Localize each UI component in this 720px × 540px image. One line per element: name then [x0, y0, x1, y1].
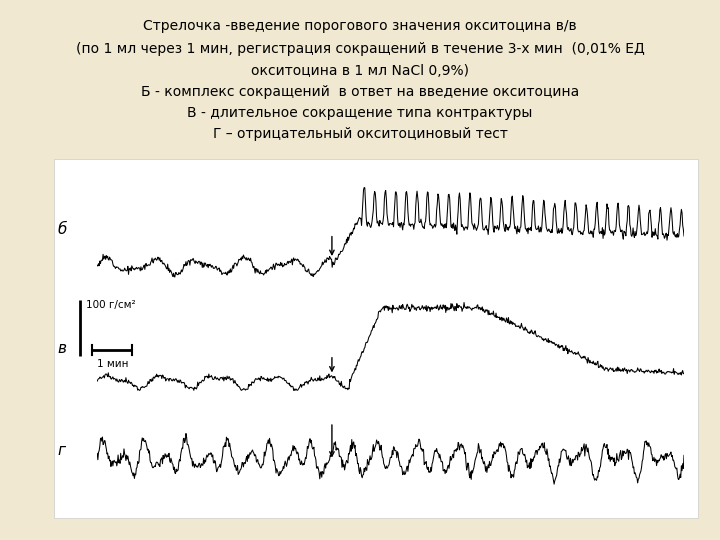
- Text: окситоцина в 1 мл NaCl 0,9%): окситоцина в 1 мл NaCl 0,9%): [251, 64, 469, 78]
- Text: 1 мин: 1 мин: [96, 359, 128, 369]
- Text: Г – отрицательный окситоциновый тест: Г – отрицательный окситоциновый тест: [212, 127, 508, 141]
- Text: В - длительное сокращение типа контрактуры: В - длительное сокращение типа контракту…: [187, 106, 533, 120]
- Text: (по 1 мл через 1 мин, регистрация сокращений в течение 3-х мин  (0,01% ЕД: (по 1 мл через 1 мин, регистрация сокращ…: [76, 42, 644, 56]
- Text: г: г: [58, 443, 66, 458]
- Text: Б - комплекс сокращений  в ответ на введение окситоцина: Б - комплекс сокращений в ответ на введе…: [141, 85, 579, 99]
- Text: в: в: [58, 341, 66, 356]
- Text: 100 г/см²: 100 г/см²: [86, 300, 136, 310]
- Text: Стрелочка -введение порогового значения окситоцина в/в: Стрелочка -введение порогового значения …: [143, 19, 577, 33]
- Text: б: б: [58, 222, 67, 237]
